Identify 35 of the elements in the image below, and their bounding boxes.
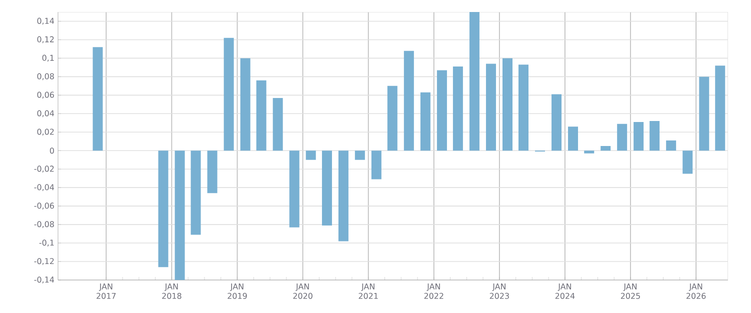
bar	[174, 150, 185, 280]
bar	[306, 150, 316, 160]
bar	[600, 146, 611, 151]
bar	[486, 64, 496, 151]
bar	[682, 150, 693, 174]
bar	[518, 64, 528, 151]
bar	[272, 98, 283, 151]
bar	[322, 150, 332, 226]
bar	[92, 47, 103, 151]
bar	[256, 80, 266, 151]
bar	[552, 94, 562, 151]
bar	[650, 121, 660, 151]
bar	[699, 76, 710, 151]
bar	[371, 150, 382, 180]
bar	[666, 140, 676, 151]
bar	[158, 150, 168, 268]
bar	[240, 58, 250, 151]
bar	[207, 150, 218, 194]
bar	[715, 66, 726, 151]
bar	[224, 38, 234, 151]
bar	[617, 124, 628, 151]
bar	[634, 122, 644, 151]
bar	[568, 126, 578, 151]
bar	[354, 150, 365, 160]
bar	[338, 150, 348, 242]
bar	[404, 50, 414, 151]
bar	[420, 92, 430, 151]
bar	[289, 150, 300, 228]
bar	[387, 86, 398, 151]
bar	[584, 150, 594, 154]
bar	[502, 58, 512, 151]
bar	[452, 66, 463, 151]
bar	[436, 70, 447, 151]
bar	[190, 150, 201, 235]
bar	[469, 12, 480, 151]
